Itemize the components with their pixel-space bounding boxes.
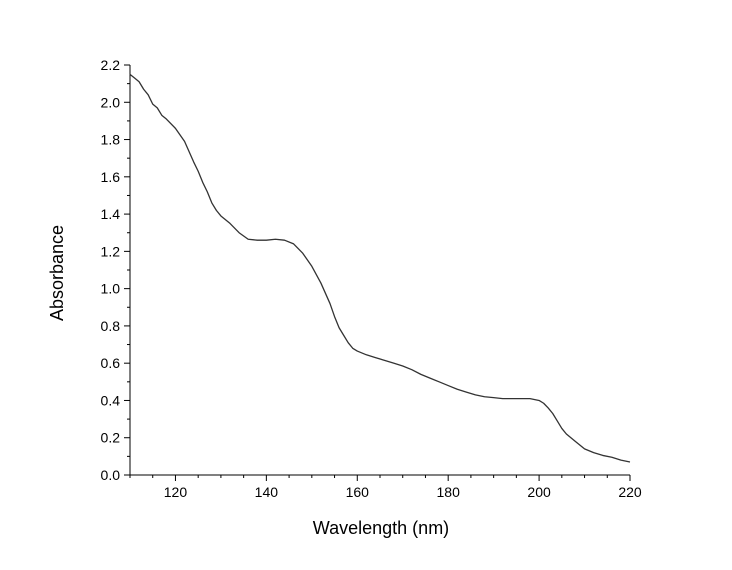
y-tick-label: 1.6 xyxy=(101,169,121,185)
y-tick-label: 0.8 xyxy=(101,318,121,334)
x-tick-label: 140 xyxy=(255,484,279,500)
series-line xyxy=(129,73,631,463)
x-tick-label: 160 xyxy=(346,484,370,500)
y-tick-label: 1.0 xyxy=(101,281,121,297)
y-tick-label: 2.2 xyxy=(101,57,121,73)
x-axis-title: Wavelength (nm) xyxy=(313,518,449,538)
y-tick-label: 1.2 xyxy=(101,243,121,259)
y-tick-label: 0.0 xyxy=(101,467,121,483)
y-axis-title: Absorbance xyxy=(47,225,67,321)
x-tick-label: 180 xyxy=(437,484,461,500)
y-tick-label: 0.4 xyxy=(101,392,121,408)
y-tick-label: 1.8 xyxy=(101,132,121,148)
y-tick-label: 0.6 xyxy=(101,355,121,371)
series-group xyxy=(129,73,631,463)
x-tick-label: 200 xyxy=(527,484,551,500)
x-tick-label: 220 xyxy=(618,484,642,500)
y-tick-label: 1.4 xyxy=(101,206,121,222)
y-tick-label: 2.0 xyxy=(101,94,121,110)
x-tick-label: 120 xyxy=(164,484,188,500)
y-tick-label: 0.2 xyxy=(101,430,121,446)
y-axis: 0.0 0.2 0.4 0.6 0.8 1.0 1.2 1.4 1.6 1.8 2.0 2.2 xyxy=(101,57,131,483)
x-axis: 120 140 160 180 200 220 xyxy=(129,474,642,500)
